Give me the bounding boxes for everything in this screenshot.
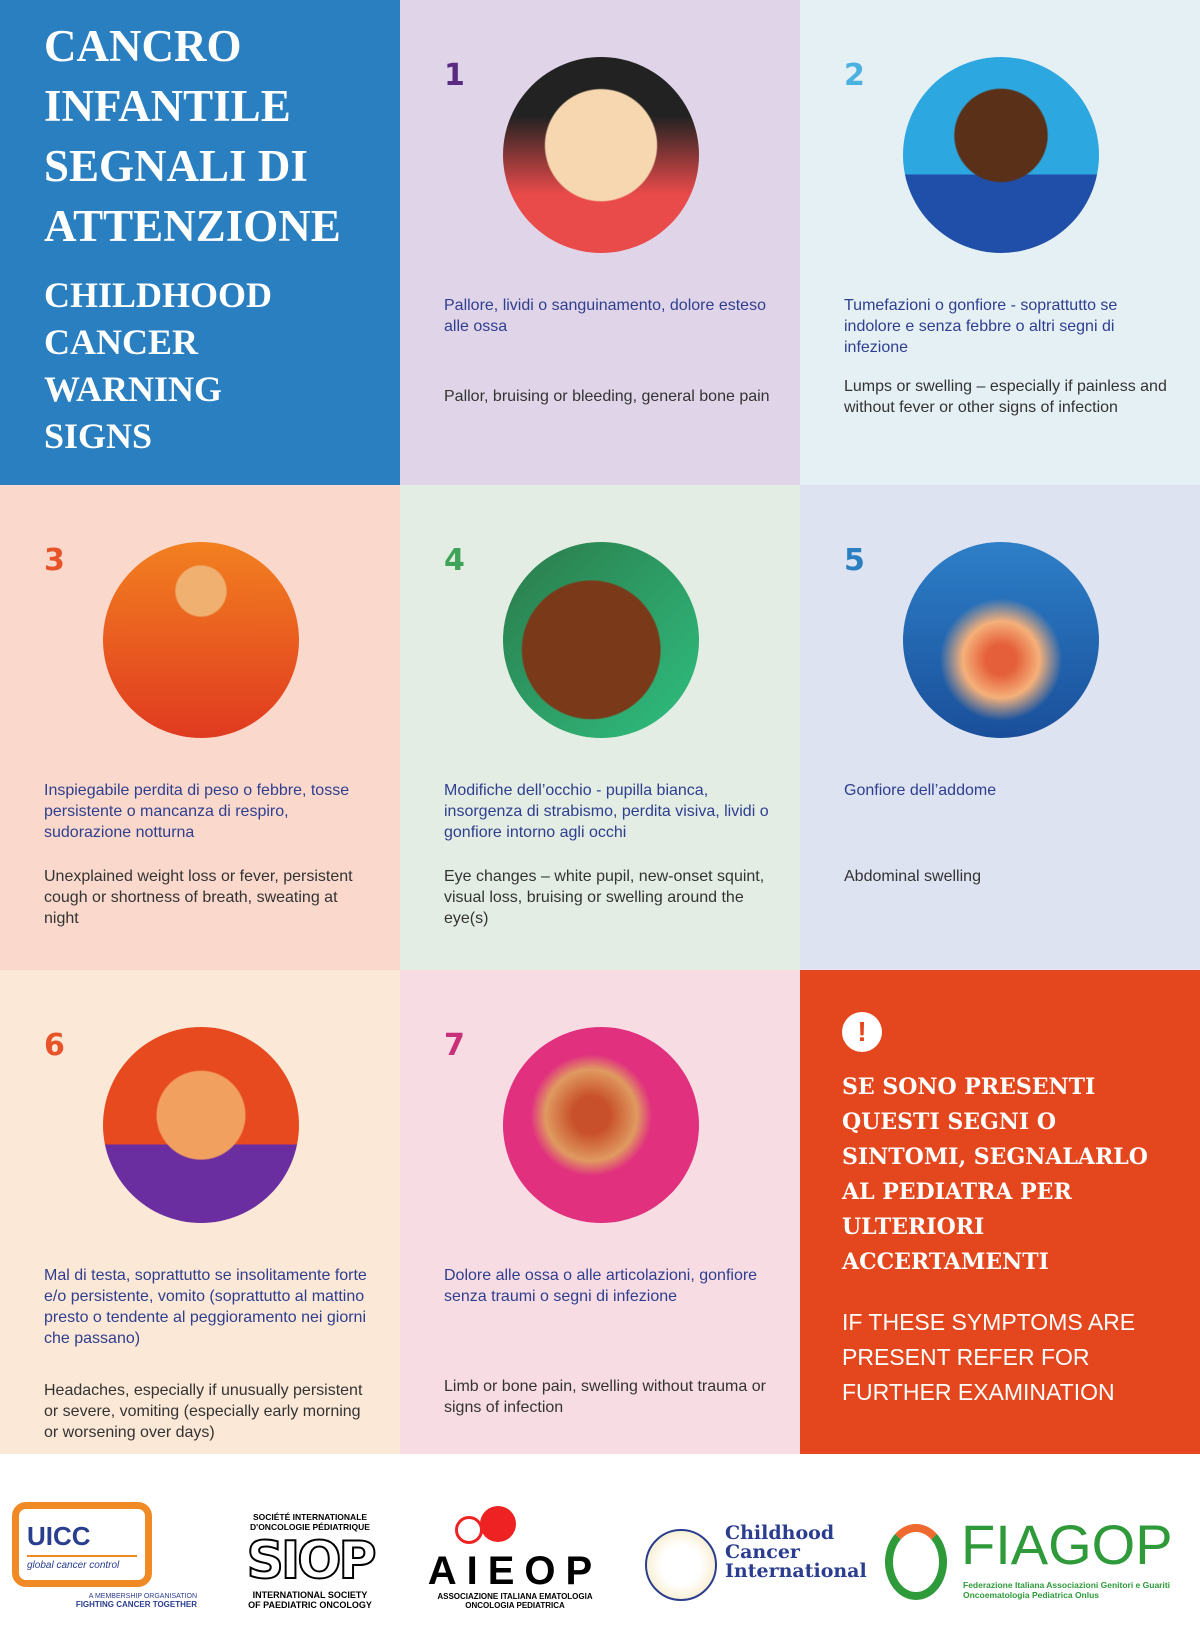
sign-text-english: Headaches, especially if unusually persi…	[44, 1382, 363, 1441]
sign-text-italian: Pallore, lividi o sanguinamento, dolore …	[444, 297, 766, 335]
sign-card: 2 Tumefazioni o gonfiore - soprattutto s…	[800, 0, 1200, 485]
title-line: SEGNALI DI	[44, 141, 308, 191]
cci-line2: Cancer	[725, 1541, 800, 1563]
cci-line3: International	[725, 1560, 867, 1582]
title-line: WARNING	[44, 369, 223, 409]
sign-text-italian: Tumefazioni o gonfiore - soprattutto se …	[844, 297, 1118, 356]
fiagop-logo: FIAGOP Federazione Italiana Associazioni…	[885, 1516, 1195, 1602]
abdominal-swelling-illustration	[903, 542, 1099, 738]
sign-text-italian: Mal di testa, soprattutto se insolitamen…	[44, 1267, 367, 1347]
swollen-neck-illustration	[903, 57, 1099, 253]
limb-pain-illustration	[503, 1027, 699, 1223]
white-pupil-illustration	[503, 542, 699, 738]
sign-card: 4 Modifiche dell’occhio - pupilla bianca…	[400, 485, 800, 970]
fiagop-sub2: Oncoematologia Pediatrica Onlus	[963, 1590, 1100, 1600]
uicc-tagline: global cancer control	[27, 1555, 137, 1571]
sign-text-english: Abdominal swelling	[844, 868, 981, 885]
aieop-faces-icon	[425, 1506, 605, 1550]
sign-text-italian: Modifiche dell’occhio - pupilla bianca, …	[444, 782, 769, 841]
aieop-sub1: ASSOCIAZIONE ITALIANA EMATOLOGIA	[437, 1592, 593, 1601]
sign-card: 3 Inspiegabile perdita di peso o febbre,…	[0, 485, 400, 970]
title-line: ATTENZIONE	[44, 201, 341, 251]
sign-text-italian: Gonfiore dell’addome	[844, 782, 997, 799]
sign-number: 3	[44, 543, 65, 578]
alert-english: IF THESE SYMPTOMS ARE PRESENT REFER FOR …	[842, 1309, 1136, 1405]
aieop-sub2: ONCOLOGIA PEDIATRICA	[465, 1601, 565, 1610]
title-line: CHILDHOOD	[44, 275, 273, 315]
fiagop-people-icon	[885, 1524, 947, 1600]
sign-card: 6 Mal di testa, soprattutto se insolitam…	[0, 970, 400, 1454]
globe-ribbon-icon	[645, 1529, 717, 1601]
english-title: CHILDHOOD CANCER WARNING SIGNS	[44, 272, 390, 460]
sign-number: 7	[444, 1028, 465, 1063]
title-line: INFANTILE	[44, 81, 291, 131]
siop-bottom1: INTERNATIONAL SOCIETY	[252, 1590, 368, 1600]
exclamation-icon: !	[842, 1012, 882, 1052]
uicc-sub2: FIGHTING CANCER TOGETHER	[75, 1600, 197, 1609]
fiagop-sub1: Federazione Italiana Associazioni Genito…	[963, 1580, 1171, 1590]
siop-name: SIOP	[245, 1531, 377, 1591]
title-line: CANCER	[44, 322, 199, 362]
title-line: SIGNS	[44, 416, 153, 456]
fiagop-name: FIAGOP	[961, 1513, 1173, 1576]
sign-text-italian: Dolore alle ossa o alle articolazioni, g…	[444, 1267, 758, 1305]
sign-card: 1 Pallore, lividi o sanguinamento, dolor…	[400, 0, 800, 485]
siop-top2: D'ONCOLOGIE PÉDIATRIQUE	[250, 1522, 370, 1532]
siop-top1: SOCIÉTÉ INTERNATIONALE	[252, 1512, 368, 1522]
partner-logos: UICC global cancer control A MEMBERSHIP …	[0, 1454, 1200, 1639]
title-panel: CANCRO INFANTILE SEGNALI DI ATTENZIONE C…	[0, 0, 400, 485]
sign-text-english: Unexplained weight loss or fever, persis…	[44, 868, 353, 927]
sign-number: 5	[844, 543, 865, 578]
headache-illustration	[103, 1027, 299, 1223]
siop-logo: SOCIÉTÉ INTERNATIONALE D'ONCOLOGIE PÉDIA…	[240, 1512, 380, 1610]
alert-panel: ! SE SONO PRESENTI QUESTI SEGNI O SINTOM…	[800, 970, 1200, 1454]
sign-number: 6	[44, 1028, 65, 1063]
cci-logo: Childhood Cancer International	[645, 1524, 867, 1604]
sign-card: 5 Gonfiore dell’addome Abdominal swellin…	[800, 485, 1200, 970]
weight-loss-illustration	[103, 542, 299, 738]
sign-number: 2	[844, 58, 865, 93]
sign-card: 7 Dolore alle ossa o alle articolazioni,…	[400, 970, 800, 1454]
sign-text-english: Limb or bone pain, swelling without trau…	[444, 1378, 766, 1416]
siop-bottom2: OF PAEDIATRIC ONCOLOGY	[248, 1600, 372, 1610]
pale-child-illustration	[503, 57, 699, 253]
sign-number: 1	[444, 58, 465, 93]
infographic-grid: CANCRO INFANTILE SEGNALI DI ATTENZIONE C…	[0, 0, 1200, 1454]
sign-text-english: Eye changes – white pupil, new-onset squ…	[444, 868, 765, 927]
alert-italian: SE SONO PRESENTI QUESTI SEGNI O SINTOMI,…	[842, 1074, 1148, 1275]
italian-title: CANCRO INFANTILE SEGNALI DI ATTENZIONE	[44, 16, 390, 256]
cci-line1: Childhood	[725, 1522, 835, 1544]
uicc-sub1: A MEMBERSHIP ORGANISATION	[88, 1593, 197, 1600]
uicc-name: UICC	[27, 1521, 91, 1551]
sign-text-english: Lumps or swelling – especially if painle…	[844, 378, 1167, 416]
title-line: CANCRO	[44, 21, 242, 71]
sign-text-english: Pallor, bruising or bleeding, general bo…	[444, 388, 770, 405]
aieop-logo: AIEOP ASSOCIAZIONE ITALIANA EMATOLOGIA O…	[425, 1506, 605, 1610]
uicc-logo: UICC global cancer control A MEMBERSHIP …	[12, 1502, 197, 1622]
aieop-name: AIEOP	[427, 1549, 603, 1593]
sign-number: 4	[444, 543, 465, 578]
sign-text-italian: Inspiegabile perdita di peso o febbre, t…	[44, 782, 350, 841]
